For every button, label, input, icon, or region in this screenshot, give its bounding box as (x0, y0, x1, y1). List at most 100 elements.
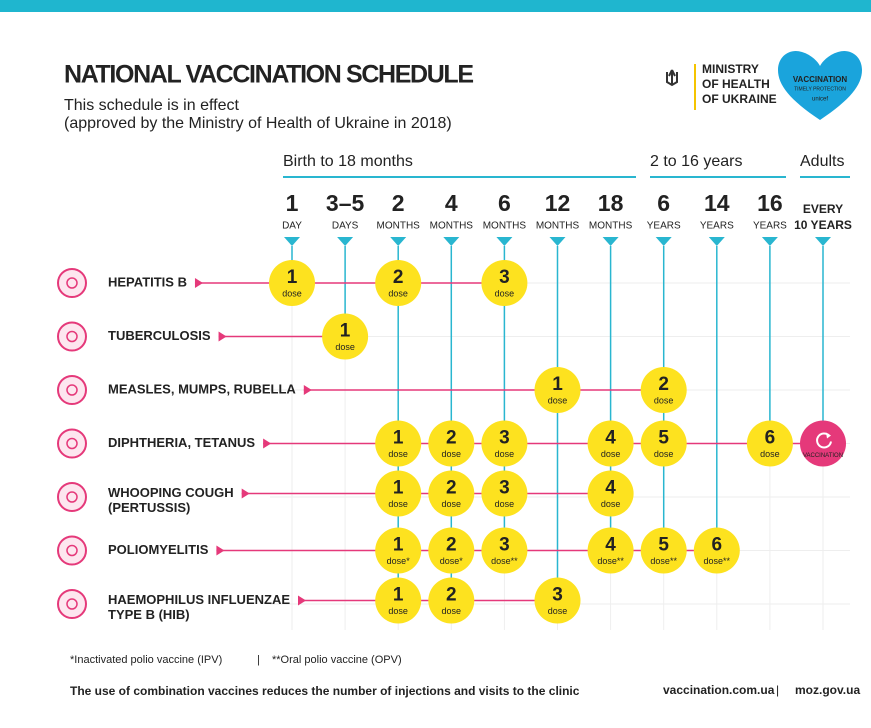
dose-number: 2 (446, 478, 457, 499)
badge-unicef: unicef (812, 97, 828, 103)
dose-number: 1 (287, 267, 298, 288)
column-bottom: DAY (282, 221, 302, 232)
dose-number: 5 (658, 428, 669, 449)
vaccine-name: MEASLES, MUMPS, RUBELLA (108, 381, 296, 396)
vaccine-name: WHOOPING COUGH (108, 485, 234, 500)
dose-number: 2 (446, 428, 457, 449)
column-top: 2 (392, 190, 405, 216)
booster-arrow (826, 432, 831, 439)
dose-text: dose (388, 606, 408, 616)
vaccine-icon-core (66, 598, 78, 610)
footer-note: The use of combination vaccines reduces … (70, 684, 580, 698)
dose-text: dose (442, 606, 462, 616)
dose-number: 1 (393, 535, 404, 556)
dose-circle (481, 527, 528, 574)
footnote: **Oral polio vaccine (OPV) (272, 654, 402, 666)
vaccine-arrow (303, 385, 312, 395)
column-top: 1 (286, 190, 299, 216)
dose-text: dose (760, 449, 780, 459)
dose-circle (534, 367, 581, 413)
dose-text: dose** (704, 556, 731, 566)
footer-link: | (776, 683, 779, 697)
vaccine-name: POLIOMYELITIS (108, 542, 209, 557)
vaccine-name: HEPATITIS B (108, 274, 187, 289)
dose-text: dose** (597, 556, 624, 566)
column-bottom: YEARS (700, 221, 734, 232)
dose-number: 6 (765, 428, 776, 449)
column-marker (284, 237, 300, 246)
dose-number: 1 (393, 585, 404, 606)
column-marker (655, 237, 672, 246)
vaccine-icon (57, 428, 87, 459)
dose-circle (587, 470, 634, 517)
dose-circle (587, 527, 634, 574)
vaccine-icon-core (66, 491, 78, 503)
column-marker (443, 237, 460, 246)
footnote: | (257, 654, 260, 666)
top-bar (0, 0, 871, 12)
ministry-text: OF HEALTH (702, 77, 770, 91)
dose-number: 6 (712, 535, 723, 556)
dose-text: dose (335, 342, 355, 352)
vaccine-arrow (241, 488, 250, 499)
vaccine-icon (57, 535, 87, 566)
column-bottom: MONTHS (430, 221, 474, 232)
group-label: Birth to 18 months (283, 153, 413, 170)
vaccine-icon (57, 482, 87, 512)
dose-text: dose** (491, 556, 518, 566)
dose-text: dose (282, 288, 302, 298)
dose-circle (322, 313, 369, 360)
vaccine-icon-core (66, 330, 78, 343)
dose-circle (428, 470, 475, 517)
column-top: 6 (657, 190, 670, 216)
dose-circle (375, 420, 422, 467)
footnote: *Inactivated polio vaccine (IPV) (70, 654, 222, 666)
dose-text: dose (654, 449, 674, 459)
dose-number: 5 (658, 535, 669, 556)
column-top: EVERY (803, 202, 843, 216)
dose-circle (428, 527, 475, 574)
dose-text: dose (442, 449, 462, 459)
booster-circle (800, 420, 846, 467)
dose-text: dose (548, 395, 568, 405)
dose-circle (481, 260, 528, 306)
dose-text: dose (548, 606, 568, 616)
dose-circle (375, 260, 422, 306)
column-bottom: MONTHS (536, 221, 580, 232)
vaccine-icon (57, 268, 87, 298)
column-top: 16 (757, 190, 783, 216)
column-bottom: YEARS (753, 221, 787, 232)
column-top: 6 (498, 190, 511, 216)
dose-text: dose** (650, 556, 677, 566)
vaccine-icon (57, 589, 87, 619)
dose-circle (428, 577, 475, 624)
dose-text: dose* (440, 556, 464, 566)
dose-number: 4 (605, 478, 616, 499)
ministry-text: OF UKRAINE (702, 92, 777, 106)
column-top: 14 (704, 190, 730, 216)
footer-link: vaccination.com.ua (663, 683, 775, 697)
dose-text: dose (495, 499, 515, 509)
vaccine-arrow (194, 278, 203, 288)
dose-number: 2 (446, 585, 457, 606)
dose-circle (693, 527, 740, 574)
dose-circle (640, 527, 687, 574)
dose-number: 1 (552, 374, 563, 395)
group-label: Adults (800, 153, 844, 170)
booster-icon (816, 432, 832, 449)
dose-text: dose (495, 449, 515, 459)
vaccine-icon (57, 375, 87, 405)
vaccine-arrow (263, 438, 272, 449)
dose-text: dose (388, 499, 408, 509)
vaccine-name: DIPHTHERIA, TETANUS (108, 435, 255, 450)
dose-text: dose (388, 288, 408, 298)
column-bottom: 10 YEARS (794, 218, 852, 232)
dose-number: 2 (658, 374, 669, 395)
group-label: 2 to 16 years (650, 153, 743, 170)
dose-circle (481, 470, 528, 517)
subtitle: (approved by the Ministry of Health of U… (64, 115, 452, 132)
dose-number: 3 (499, 478, 510, 499)
column-bottom: YEARS (647, 221, 681, 232)
column-marker (549, 237, 566, 246)
